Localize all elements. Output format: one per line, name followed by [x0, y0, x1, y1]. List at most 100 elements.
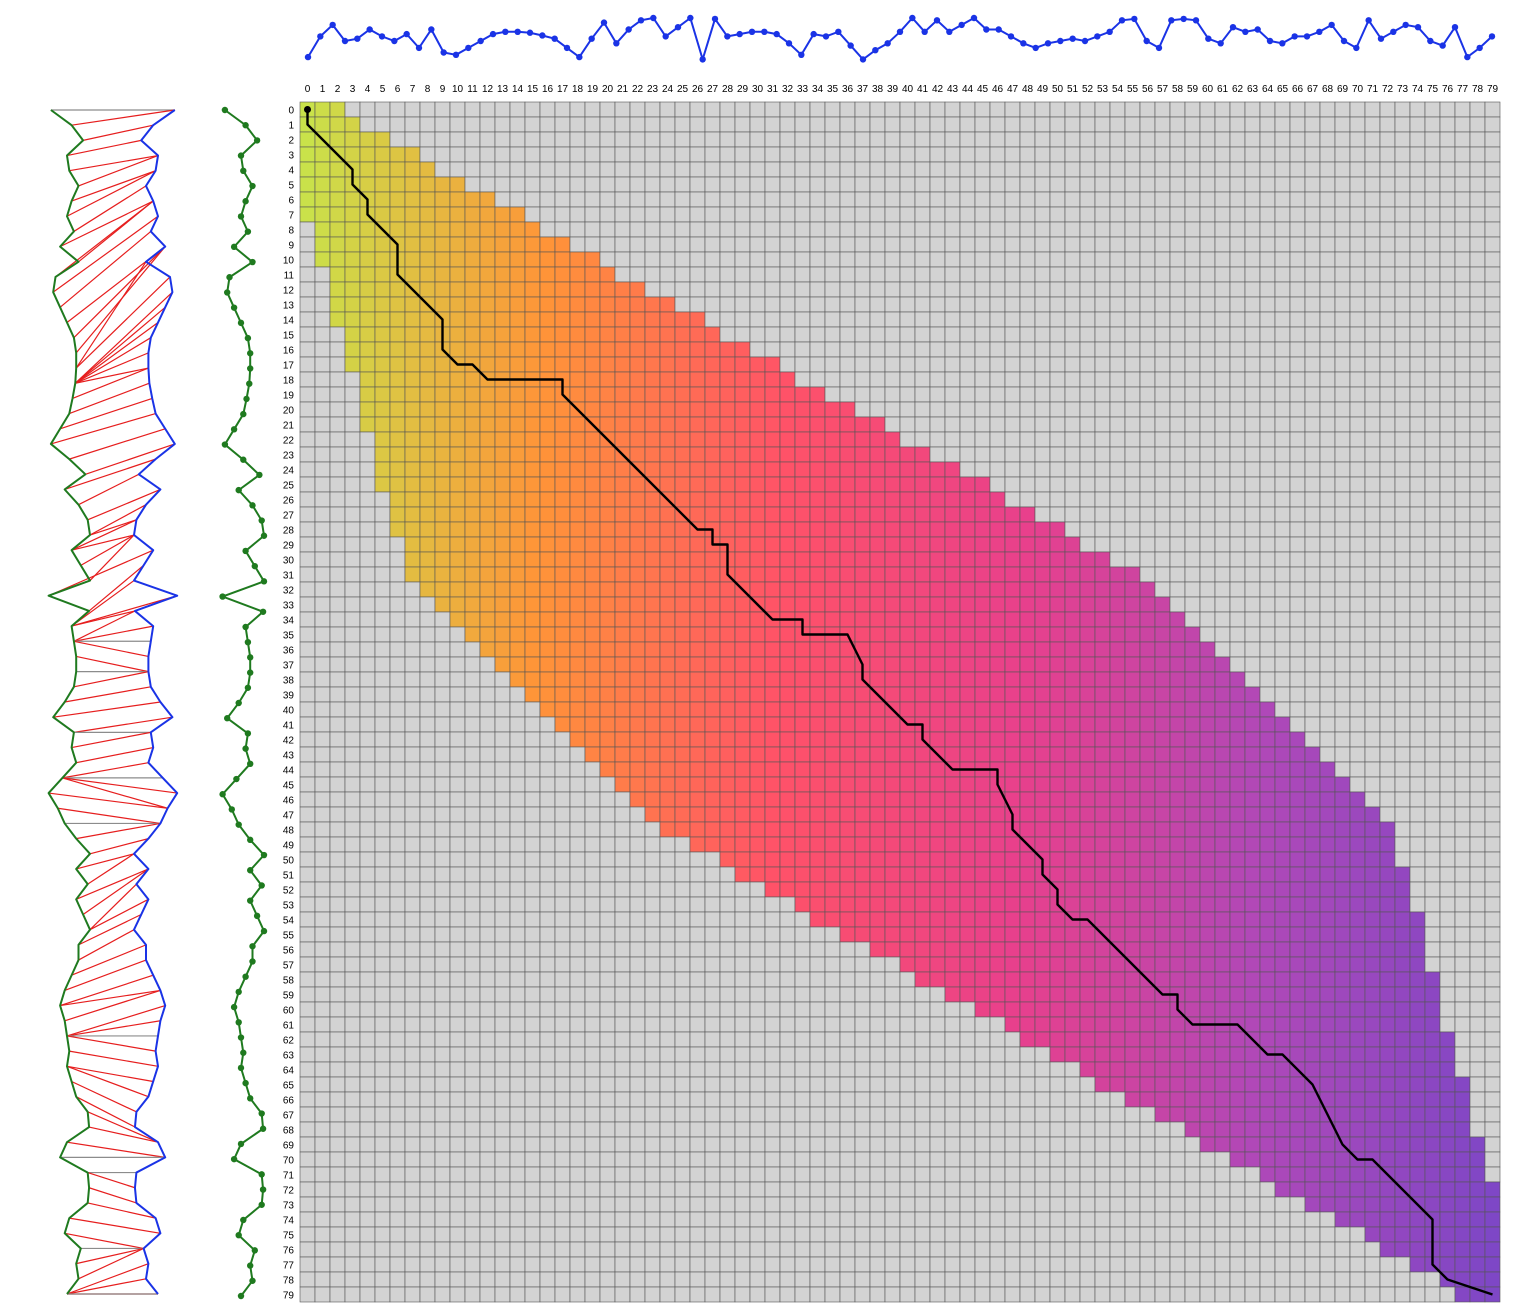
grid-cell: [479, 161, 496, 178]
band-cell: [524, 281, 541, 298]
grid-cell: [1289, 716, 1306, 733]
grid-cell: [689, 101, 706, 118]
grid-cell: [554, 101, 571, 118]
grid-cell: [944, 431, 961, 448]
band-cell: [944, 521, 961, 538]
grid-cell: [1229, 221, 1246, 238]
band-cell: [764, 566, 781, 583]
grid-cell: [689, 881, 706, 898]
band-cell: [494, 206, 511, 223]
grid-cell: [1304, 206, 1321, 223]
grid-cell: [1079, 251, 1096, 268]
grid-cell: [704, 866, 721, 883]
band-cell: [854, 851, 871, 868]
grid-cell: [1139, 446, 1156, 463]
grid-cell: [374, 566, 391, 583]
grid-cell: [1139, 371, 1156, 388]
band-cell: [509, 581, 526, 598]
grid-cell: [374, 881, 391, 898]
band-cell: [1274, 821, 1291, 838]
band-cell: [1229, 746, 1246, 763]
grid-cell: [1319, 311, 1336, 328]
grid-cell: [1334, 116, 1351, 133]
band-cell: [1289, 731, 1306, 748]
grid-cell: [1139, 146, 1156, 163]
band-cell: [359, 341, 376, 358]
grid-cell: [1469, 116, 1486, 133]
band-cell: [584, 641, 601, 658]
band-cell: [344, 281, 361, 298]
band-cell: [599, 686, 616, 703]
grid-cell: [1019, 236, 1036, 253]
grid-cell: [344, 476, 361, 493]
grid-cell: [1139, 536, 1156, 553]
grid-cell: [329, 611, 346, 628]
band-cell: [524, 251, 541, 268]
grid-cell: [479, 656, 496, 673]
grid-cell: [389, 566, 406, 583]
band-cell: [794, 656, 811, 673]
band-cell: [1064, 536, 1081, 553]
grid-cell: [584, 236, 601, 253]
grid-cell: [1439, 536, 1456, 553]
grid-cell: [1244, 311, 1261, 328]
band-cell: [659, 611, 676, 628]
grid-cell: [1349, 311, 1366, 328]
band-cell: [704, 566, 721, 583]
grid-cell: [929, 161, 946, 178]
grid-cell: [704, 851, 721, 868]
band-cell: [299, 161, 316, 178]
band-cell: [824, 791, 841, 808]
alignment-connector: [76, 746, 154, 764]
column-tick-label: 2: [335, 84, 341, 95]
band-cell: [464, 611, 481, 628]
grid-cell: [449, 656, 466, 673]
band-cell: [764, 731, 781, 748]
band-cell: [1124, 746, 1141, 763]
grid-cell: [1154, 251, 1171, 268]
grid-cell: [659, 266, 676, 283]
grid-cell: [299, 266, 316, 283]
band-cell: [794, 896, 811, 913]
grid-cell: [1364, 626, 1381, 643]
grid-cell: [1094, 356, 1111, 373]
grid-cell: [1214, 236, 1231, 253]
band-cell: [329, 206, 346, 223]
band-cell: [734, 566, 751, 583]
band-cell: [524, 566, 541, 583]
grid-cell: [1214, 611, 1231, 628]
band-cell: [749, 401, 766, 418]
band-cell: [539, 566, 556, 583]
grid-cell: [389, 581, 406, 598]
left-series-plot: [219, 106, 268, 1300]
grid-cell: [434, 821, 451, 838]
band-cell: [734, 341, 751, 358]
band-cell: [914, 551, 931, 568]
grid-cell: [1424, 191, 1441, 208]
band-cell: [1034, 581, 1051, 598]
grid-cell: [1409, 776, 1426, 793]
grid-cell: [1349, 581, 1366, 598]
grid-cell: [419, 791, 436, 808]
band-cell: [599, 731, 616, 748]
grid-cell: [929, 296, 946, 313]
grid-cell: [809, 236, 826, 253]
band-cell: [914, 911, 931, 928]
grid-cell: [329, 686, 346, 703]
grid-cell: [1214, 116, 1231, 133]
grid-cell: [449, 941, 466, 958]
grid-cell: [959, 311, 976, 328]
grid-cell: [1049, 266, 1066, 283]
grid-cell: [539, 116, 556, 133]
band-cell: [779, 551, 796, 568]
grid-cell: [1454, 371, 1471, 388]
band-cell: [659, 761, 676, 778]
grid-cell: [824, 161, 841, 178]
grid-cell: [794, 101, 811, 118]
band-cell: [1139, 746, 1156, 763]
grid-cell: [539, 746, 556, 763]
grid-cell: [1349, 506, 1366, 523]
column-tick-label: 74: [1412, 84, 1424, 95]
band-cell: [374, 176, 391, 193]
band-cell: [719, 461, 736, 478]
